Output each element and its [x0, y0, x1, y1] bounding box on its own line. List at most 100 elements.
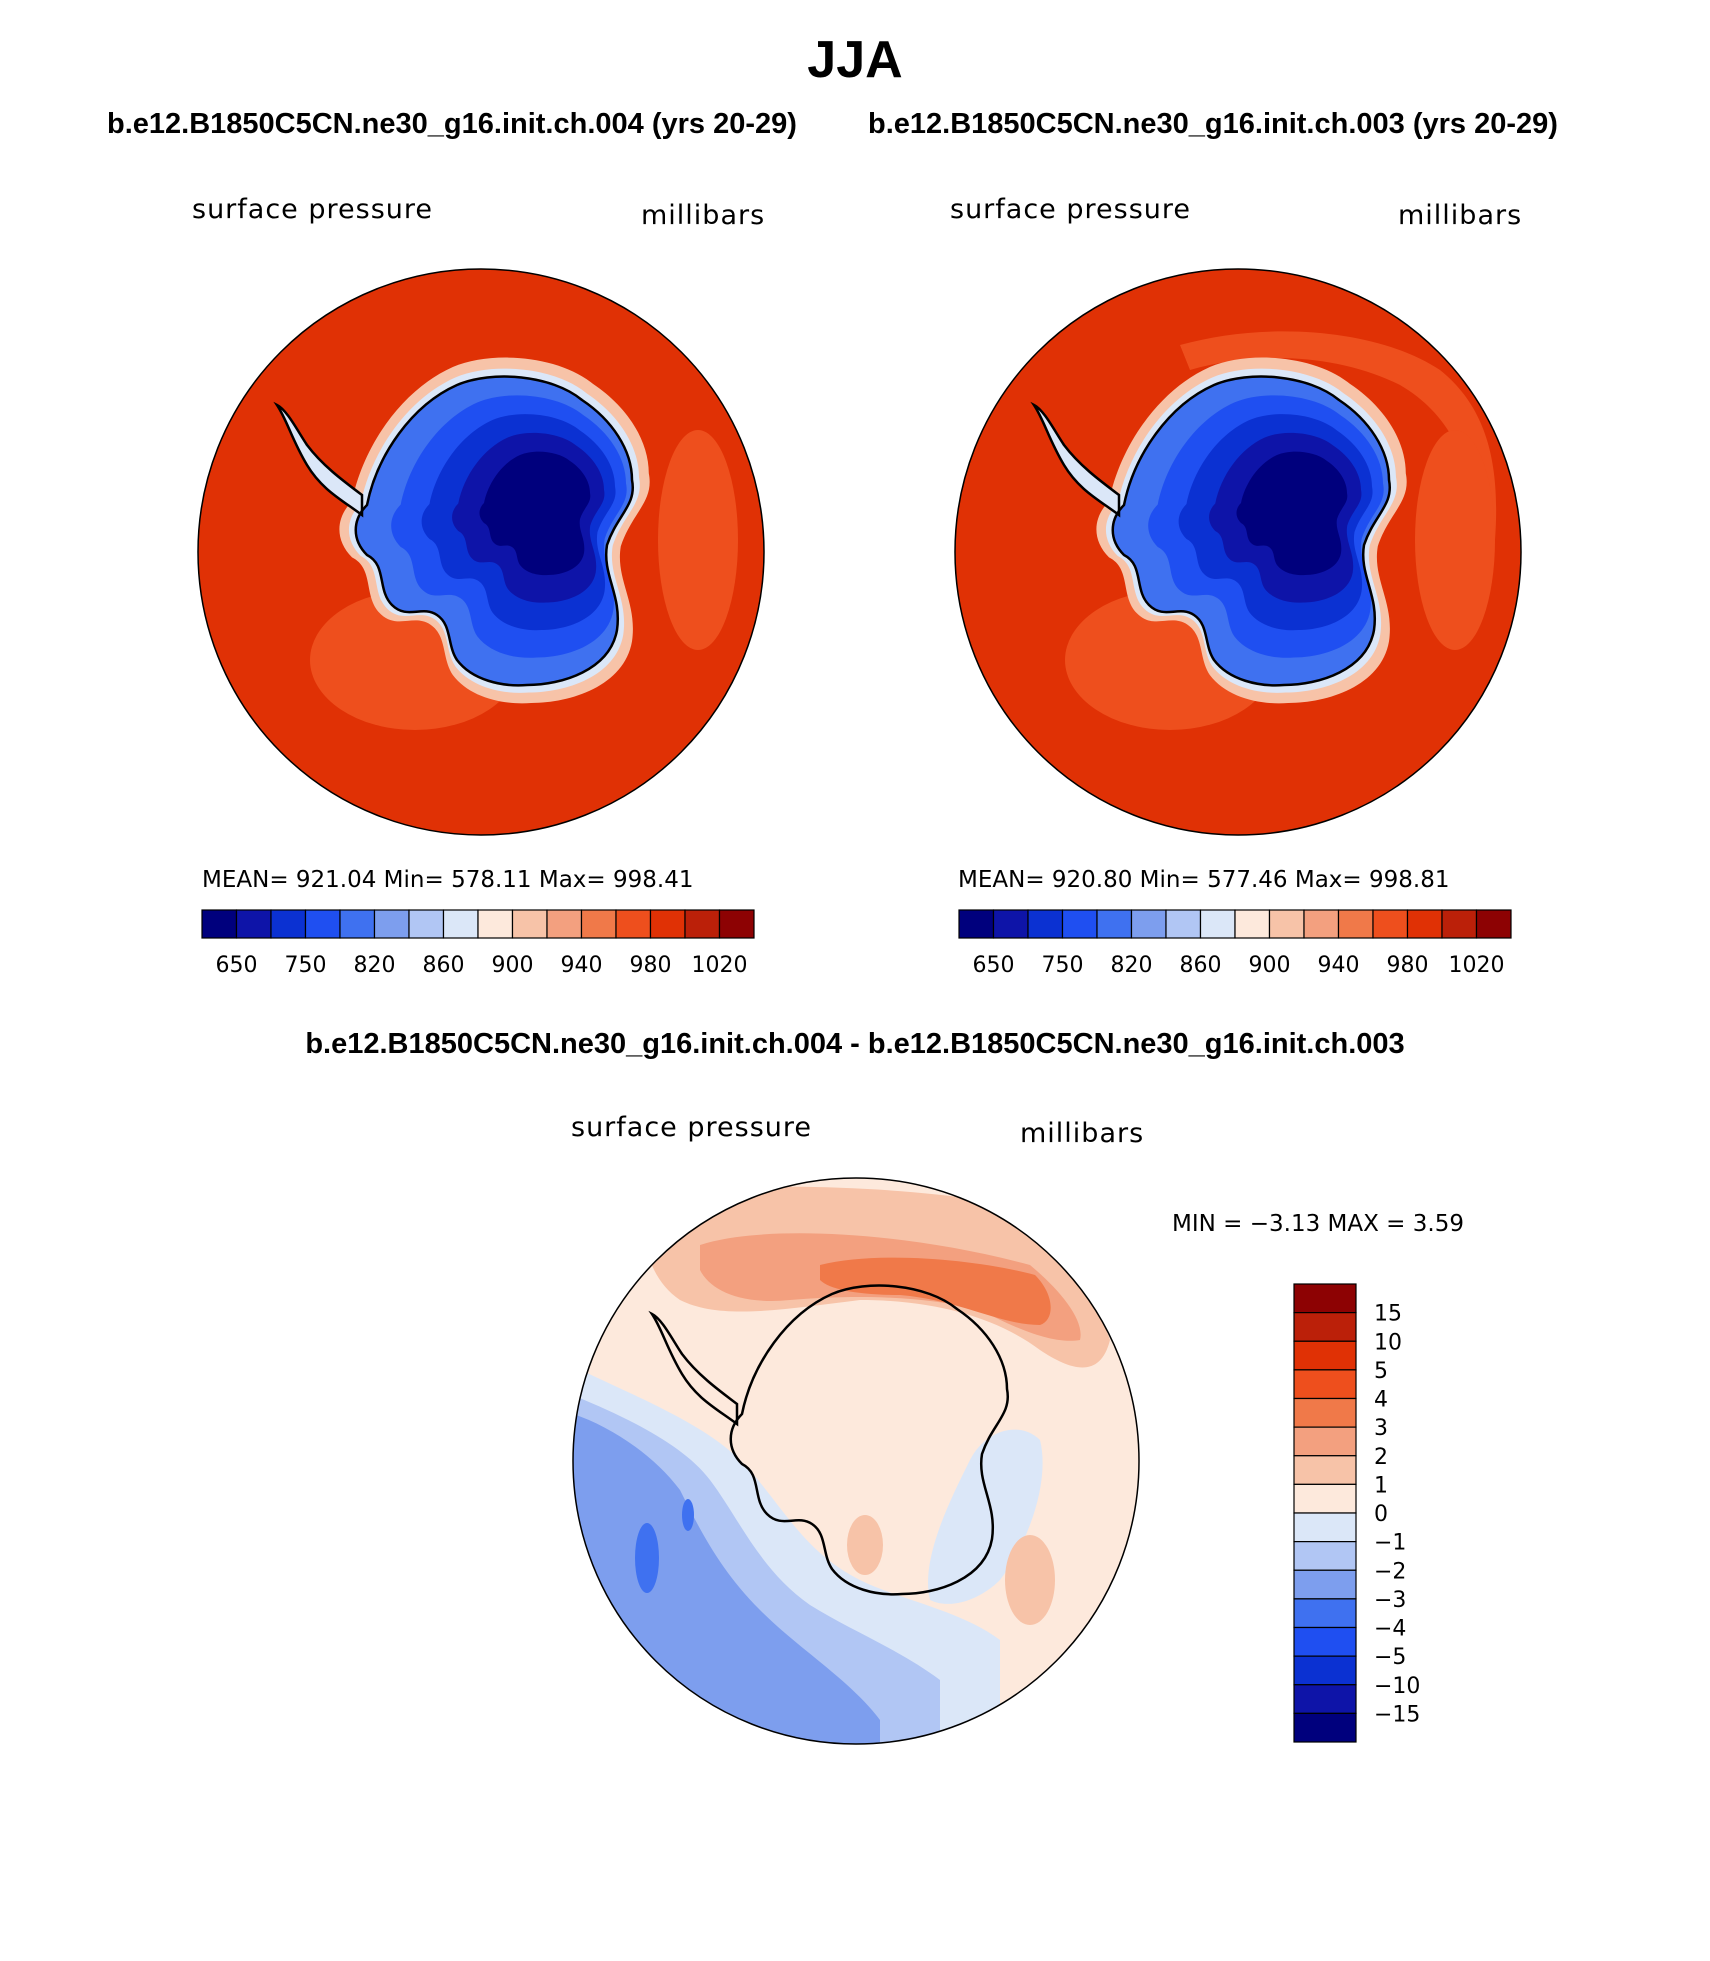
- map-panel-difference: [572, 1177, 1140, 1745]
- colorbar-label: 5: [1374, 1359, 1388, 1384]
- colorbar-swatch: [1199, 909, 1236, 939]
- colorbar-swatch: [1303, 909, 1340, 939]
- colorbar-label: 940: [1318, 953, 1360, 978]
- colorbar-swatch: [1293, 1512, 1357, 1543]
- colorbar-swatch: [615, 909, 652, 939]
- colorbar-swatch: [235, 909, 272, 939]
- colorbar-label: −15: [1374, 1702, 1420, 1727]
- colorbar-label: −10: [1374, 1674, 1420, 1699]
- colorbar-swatch: [1293, 1369, 1357, 1400]
- colorbar-swatch: [718, 909, 755, 939]
- figure-title: JJA: [807, 31, 903, 89]
- colorbar-label: 900: [492, 953, 534, 978]
- colorbar-label: 980: [1387, 953, 1429, 978]
- shading-region: [820, 1257, 1051, 1325]
- shading-region: [1005, 1535, 1055, 1625]
- colorbar-swatch: [649, 909, 686, 939]
- colorbar-swatch: [339, 909, 376, 939]
- colorbar-swatch: [1268, 909, 1305, 939]
- colorbar-swatch: [408, 909, 445, 939]
- colorbar-label: −2: [1374, 1559, 1406, 1584]
- colorbar-swatch: [1406, 909, 1443, 939]
- colorbar-label: 940: [561, 953, 603, 978]
- shading-region: [928, 1429, 1043, 1604]
- colorbar-swatch: [1130, 909, 1167, 939]
- diff-stats: MIN = −3.13 MAX = 3.59: [1172, 1211, 1464, 1237]
- colorbar-swatch: [1061, 909, 1098, 939]
- colorbar-swatch: [1293, 1426, 1357, 1457]
- colorbar-swatch: [1096, 909, 1133, 939]
- colorbar-swatch: [1475, 909, 1512, 939]
- shading-region: [1180, 331, 1497, 545]
- colorbar-label: 1020: [692, 953, 748, 978]
- colorbar-label: 3: [1374, 1416, 1388, 1441]
- colorbar-label: 1: [1374, 1473, 1388, 1498]
- colorbar-label: 0: [1374, 1502, 1388, 1527]
- left-case-title: b.e12.B1850C5CN.ne30_g16.init.ch.004 (yr…: [107, 108, 797, 140]
- colorbar-swatch: [1165, 909, 1202, 939]
- colorbar-swatch: [546, 909, 583, 939]
- colorbar-label: 650: [216, 953, 258, 978]
- colorbar-label: 860: [423, 953, 465, 978]
- colorbar-swatch: [1027, 909, 1064, 939]
- colorbar-label: 980: [630, 953, 672, 978]
- colorbar-label: 15: [1374, 1302, 1402, 1327]
- colorbar-label: 2: [1374, 1445, 1388, 1470]
- colorbar-swatch: [1293, 1283, 1357, 1314]
- shading-region: [847, 1515, 883, 1575]
- left-units-label: millibars: [641, 200, 766, 231]
- colorbar-swatch: [1372, 909, 1409, 939]
- shading-region: [682, 1499, 694, 1531]
- shading-region: [658, 430, 738, 650]
- right-case-title: b.e12.B1850C5CN.ne30_g16.init.ch.003 (yr…: [868, 108, 1558, 140]
- colorbar-label: −3: [1374, 1588, 1406, 1613]
- colorbar-label: −1: [1374, 1531, 1406, 1556]
- colorbar-swatch: [477, 909, 514, 939]
- colorbar-swatch: [442, 909, 479, 939]
- left-stats: MEAN= 921.04 Min= 578.11 Max= 998.41: [202, 867, 694, 893]
- colorbar-label: 900: [1249, 953, 1291, 978]
- colorbar-swatch: [1337, 909, 1374, 939]
- colorbar-swatch: [1293, 1626, 1357, 1657]
- colorbar-swatch: [1293, 1541, 1357, 1571]
- diff-variable-label: surface pressure: [571, 1112, 812, 1143]
- colorbar-label: 860: [1180, 953, 1222, 978]
- colorbar-swatch: [580, 909, 617, 939]
- right-stats: MEAN= 920.80 Min= 577.46 Max= 998.81: [958, 867, 1450, 893]
- colorbar-swatch: [1293, 1569, 1357, 1600]
- colorbar-swatch: [270, 909, 307, 939]
- diff-units-label: millibars: [1020, 1118, 1145, 1149]
- colorbar-swatch: [304, 909, 341, 939]
- colorbar-swatch: [1293, 1712, 1357, 1743]
- colorbar-swatch: [1293, 1312, 1357, 1342]
- colorbar-swatch: [373, 909, 410, 939]
- colorbar-label: −5: [1374, 1645, 1406, 1670]
- colorbar-label: 1020: [1449, 953, 1505, 978]
- colorbar-swatch: [1293, 1455, 1357, 1485]
- colorbar-label: 750: [285, 953, 327, 978]
- colorbar-swatch: [1293, 1483, 1357, 1514]
- colorbar-label: 750: [1042, 953, 1084, 978]
- difference-title: b.e12.B1850C5CN.ne30_g16.init.ch.004 - b…: [305, 1028, 1405, 1060]
- map-boundary-circle: [572, 1177, 1140, 1745]
- colorbar-swatch: [958, 909, 995, 939]
- shading-region: [635, 1523, 659, 1593]
- map-panel-ch004: [197, 268, 765, 836]
- colorbar-swatch: [1234, 909, 1271, 939]
- colorbar-ch004: 650 750 820 860 900 940 980 1020: [201, 909, 755, 978]
- colorbar-swatch: [1293, 1655, 1357, 1686]
- right-units-label: millibars: [1398, 200, 1523, 231]
- shading-region: [1415, 430, 1495, 650]
- colorbar-swatch: [992, 909, 1029, 939]
- colorbar-label: 820: [1111, 953, 1153, 978]
- colorbar-swatch: [1293, 1684, 1357, 1714]
- colorbar-swatch: [201, 909, 238, 939]
- colorbar-label: 820: [354, 953, 396, 978]
- colorbar-swatch: [1293, 1598, 1357, 1629]
- colorbar-swatch: [684, 909, 721, 939]
- map-panel-ch003: [954, 268, 1522, 836]
- map-boundary-circle: [197, 268, 765, 836]
- colorbar-swatch: [1441, 909, 1478, 939]
